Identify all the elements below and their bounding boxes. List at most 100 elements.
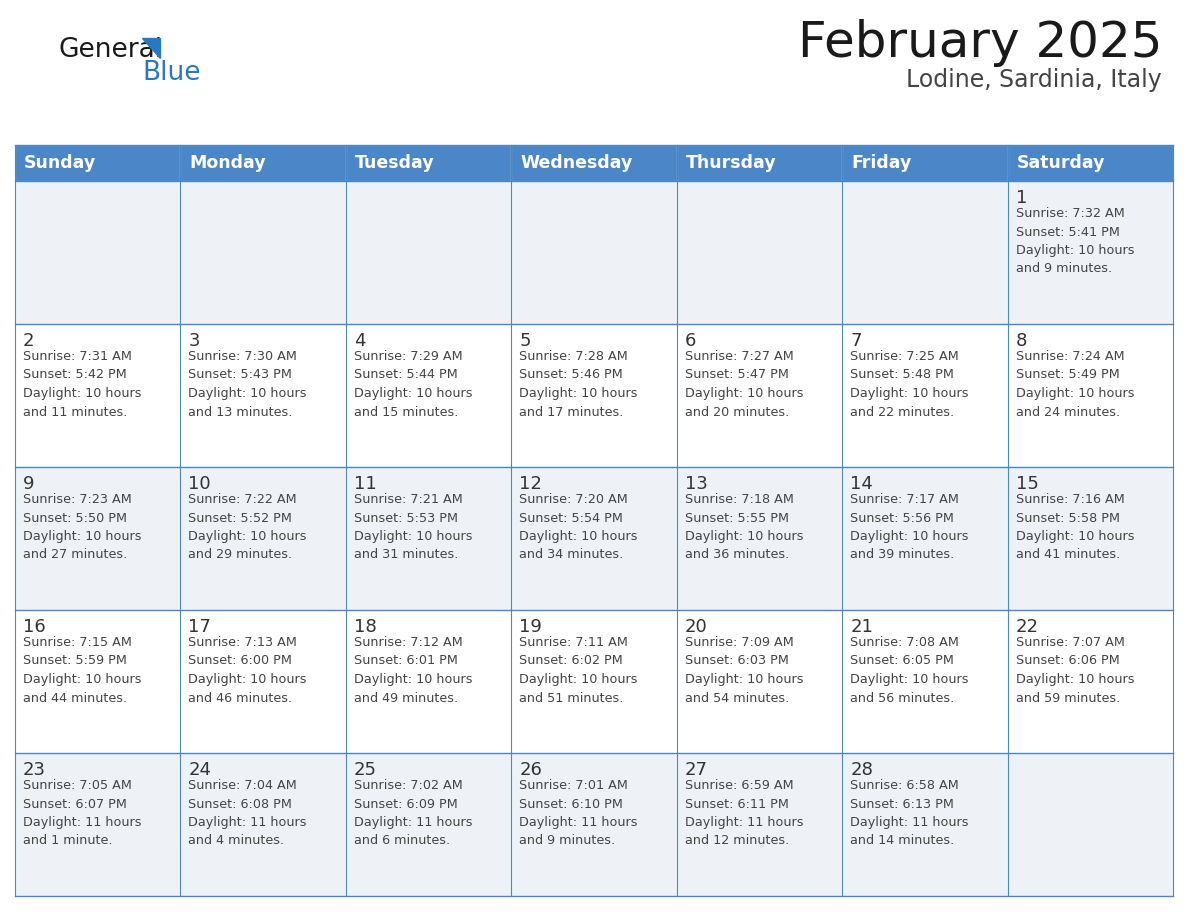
Bar <box>511 181 677 324</box>
Bar <box>181 610 346 753</box>
Bar <box>181 753 346 896</box>
Bar <box>346 181 511 324</box>
Text: 24: 24 <box>189 761 211 779</box>
Text: Sunrise: 7:08 AM
Sunset: 6:05 PM
Daylight: 10 hours
and 56 minutes.: Sunrise: 7:08 AM Sunset: 6:05 PM Dayligh… <box>851 636 968 704</box>
Text: 26: 26 <box>519 761 542 779</box>
Bar <box>181 145 346 181</box>
Text: 5: 5 <box>519 332 531 350</box>
Text: 7: 7 <box>851 332 861 350</box>
Text: 8: 8 <box>1016 332 1026 350</box>
Text: Sunrise: 7:28 AM
Sunset: 5:46 PM
Daylight: 10 hours
and 17 minutes.: Sunrise: 7:28 AM Sunset: 5:46 PM Dayligh… <box>519 350 638 419</box>
Text: 15: 15 <box>1016 475 1038 493</box>
Bar <box>677 467 842 610</box>
Text: 14: 14 <box>851 475 873 493</box>
Bar <box>677 145 842 181</box>
Bar <box>1007 610 1173 753</box>
Bar <box>181 467 346 610</box>
Bar <box>181 324 346 467</box>
Text: Sunrise: 6:59 AM
Sunset: 6:11 PM
Daylight: 11 hours
and 12 minutes.: Sunrise: 6:59 AM Sunset: 6:11 PM Dayligh… <box>684 779 803 847</box>
Bar <box>15 467 181 610</box>
Text: Friday: Friday <box>851 154 911 172</box>
Text: 3: 3 <box>189 332 200 350</box>
Text: Sunrise: 7:30 AM
Sunset: 5:43 PM
Daylight: 10 hours
and 13 minutes.: Sunrise: 7:30 AM Sunset: 5:43 PM Dayligh… <box>189 350 307 419</box>
Text: Sunrise: 7:23 AM
Sunset: 5:50 PM
Daylight: 10 hours
and 27 minutes.: Sunrise: 7:23 AM Sunset: 5:50 PM Dayligh… <box>23 493 141 562</box>
Text: 2: 2 <box>23 332 34 350</box>
Bar <box>1007 324 1173 467</box>
Bar <box>15 610 181 753</box>
Text: Tuesday: Tuesday <box>355 154 435 172</box>
Text: Sunrise: 7:20 AM
Sunset: 5:54 PM
Daylight: 10 hours
and 34 minutes.: Sunrise: 7:20 AM Sunset: 5:54 PM Dayligh… <box>519 493 638 562</box>
Text: 19: 19 <box>519 618 542 636</box>
Text: 18: 18 <box>354 618 377 636</box>
Text: Sunrise: 7:31 AM
Sunset: 5:42 PM
Daylight: 10 hours
and 11 minutes.: Sunrise: 7:31 AM Sunset: 5:42 PM Dayligh… <box>23 350 141 419</box>
Text: Sunday: Sunday <box>24 154 96 172</box>
Text: 1: 1 <box>1016 189 1026 207</box>
Text: Sunrise: 7:04 AM
Sunset: 6:08 PM
Daylight: 11 hours
and 4 minutes.: Sunrise: 7:04 AM Sunset: 6:08 PM Dayligh… <box>189 779 307 847</box>
Bar <box>346 324 511 467</box>
Bar <box>1007 753 1173 896</box>
Bar <box>677 753 842 896</box>
Text: Sunrise: 6:58 AM
Sunset: 6:13 PM
Daylight: 11 hours
and 14 minutes.: Sunrise: 6:58 AM Sunset: 6:13 PM Dayligh… <box>851 779 968 847</box>
Text: 25: 25 <box>354 761 377 779</box>
Text: 27: 27 <box>684 761 708 779</box>
Bar <box>511 610 677 753</box>
Bar <box>677 610 842 753</box>
Text: Sunrise: 7:16 AM
Sunset: 5:58 PM
Daylight: 10 hours
and 41 minutes.: Sunrise: 7:16 AM Sunset: 5:58 PM Dayligh… <box>1016 493 1135 562</box>
Bar <box>677 324 842 467</box>
Text: 11: 11 <box>354 475 377 493</box>
Bar <box>842 610 1007 753</box>
Text: Sunrise: 7:05 AM
Sunset: 6:07 PM
Daylight: 11 hours
and 1 minute.: Sunrise: 7:05 AM Sunset: 6:07 PM Dayligh… <box>23 779 141 847</box>
Bar <box>346 610 511 753</box>
Text: Blue: Blue <box>143 60 201 86</box>
Text: Wednesday: Wednesday <box>520 154 633 172</box>
Text: Sunrise: 7:13 AM
Sunset: 6:00 PM
Daylight: 10 hours
and 46 minutes.: Sunrise: 7:13 AM Sunset: 6:00 PM Dayligh… <box>189 636 307 704</box>
Text: Sunrise: 7:24 AM
Sunset: 5:49 PM
Daylight: 10 hours
and 24 minutes.: Sunrise: 7:24 AM Sunset: 5:49 PM Dayligh… <box>1016 350 1135 419</box>
Text: Sunrise: 7:17 AM
Sunset: 5:56 PM
Daylight: 10 hours
and 39 minutes.: Sunrise: 7:17 AM Sunset: 5:56 PM Dayligh… <box>851 493 968 562</box>
Text: 12: 12 <box>519 475 542 493</box>
Text: Sunrise: 7:18 AM
Sunset: 5:55 PM
Daylight: 10 hours
and 36 minutes.: Sunrise: 7:18 AM Sunset: 5:55 PM Dayligh… <box>684 493 803 562</box>
Text: 28: 28 <box>851 761 873 779</box>
Text: Sunrise: 7:21 AM
Sunset: 5:53 PM
Daylight: 10 hours
and 31 minutes.: Sunrise: 7:21 AM Sunset: 5:53 PM Dayligh… <box>354 493 473 562</box>
Bar <box>842 324 1007 467</box>
Bar <box>15 181 181 324</box>
Text: Sunrise: 7:09 AM
Sunset: 6:03 PM
Daylight: 10 hours
and 54 minutes.: Sunrise: 7:09 AM Sunset: 6:03 PM Dayligh… <box>684 636 803 704</box>
Bar <box>346 753 511 896</box>
Text: 23: 23 <box>23 761 46 779</box>
Text: Monday: Monday <box>189 154 266 172</box>
Bar <box>842 145 1007 181</box>
Text: 17: 17 <box>189 618 211 636</box>
Bar <box>346 145 511 181</box>
Bar <box>181 181 346 324</box>
Bar <box>15 324 181 467</box>
Bar <box>511 324 677 467</box>
Bar <box>677 181 842 324</box>
Text: 22: 22 <box>1016 618 1038 636</box>
Text: 21: 21 <box>851 618 873 636</box>
Text: 4: 4 <box>354 332 366 350</box>
Bar <box>1007 145 1173 181</box>
Bar <box>15 145 181 181</box>
Text: 9: 9 <box>23 475 34 493</box>
Text: 13: 13 <box>684 475 708 493</box>
Bar <box>1007 181 1173 324</box>
Text: Sunrise: 7:07 AM
Sunset: 6:06 PM
Daylight: 10 hours
and 59 minutes.: Sunrise: 7:07 AM Sunset: 6:06 PM Dayligh… <box>1016 636 1135 704</box>
Text: February 2025: February 2025 <box>797 19 1162 67</box>
Bar <box>511 753 677 896</box>
Text: Sunrise: 7:22 AM
Sunset: 5:52 PM
Daylight: 10 hours
and 29 minutes.: Sunrise: 7:22 AM Sunset: 5:52 PM Dayligh… <box>189 493 307 562</box>
Text: Sunrise: 7:15 AM
Sunset: 5:59 PM
Daylight: 10 hours
and 44 minutes.: Sunrise: 7:15 AM Sunset: 5:59 PM Dayligh… <box>23 636 141 704</box>
Text: Sunrise: 7:32 AM
Sunset: 5:41 PM
Daylight: 10 hours
and 9 minutes.: Sunrise: 7:32 AM Sunset: 5:41 PM Dayligh… <box>1016 207 1135 275</box>
Bar <box>1007 467 1173 610</box>
Text: 20: 20 <box>684 618 708 636</box>
Bar <box>842 181 1007 324</box>
Text: Sunrise: 7:02 AM
Sunset: 6:09 PM
Daylight: 11 hours
and 6 minutes.: Sunrise: 7:02 AM Sunset: 6:09 PM Dayligh… <box>354 779 473 847</box>
Bar <box>511 145 677 181</box>
Text: General: General <box>58 37 162 63</box>
Bar <box>15 753 181 896</box>
Text: Sunrise: 7:11 AM
Sunset: 6:02 PM
Daylight: 10 hours
and 51 minutes.: Sunrise: 7:11 AM Sunset: 6:02 PM Dayligh… <box>519 636 638 704</box>
Text: 16: 16 <box>23 618 46 636</box>
Text: 6: 6 <box>684 332 696 350</box>
Text: 10: 10 <box>189 475 211 493</box>
Polygon shape <box>143 38 160 58</box>
Text: Sunrise: 7:12 AM
Sunset: 6:01 PM
Daylight: 10 hours
and 49 minutes.: Sunrise: 7:12 AM Sunset: 6:01 PM Dayligh… <box>354 636 473 704</box>
Text: Saturday: Saturday <box>1017 154 1105 172</box>
